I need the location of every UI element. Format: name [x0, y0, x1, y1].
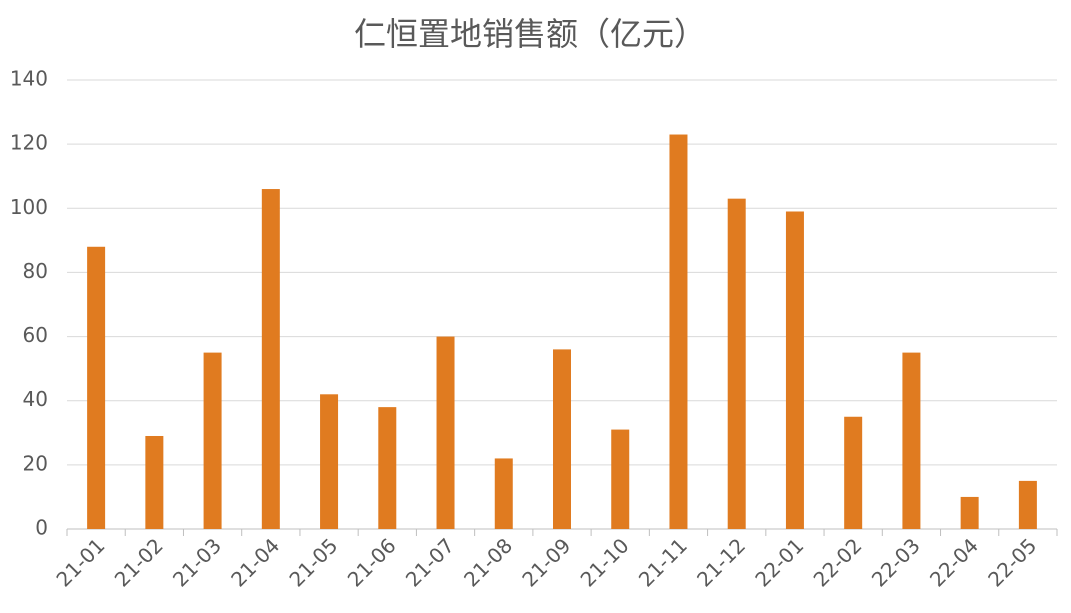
bar — [669, 134, 688, 529]
y-tick-label: 80 — [23, 259, 48, 283]
x-tick-label: 22-04 — [925, 533, 983, 591]
bar — [87, 246, 106, 529]
x-tick-label: 21-04 — [226, 533, 284, 591]
bar — [902, 352, 921, 529]
bar — [494, 458, 513, 529]
y-tick-label: 0 — [35, 516, 48, 540]
x-tick-label: 21-10 — [576, 533, 634, 591]
x-tick-label: 21-01 — [51, 533, 109, 591]
x-tick-label: 21-06 — [343, 533, 401, 591]
y-tick-label: 140 — [10, 67, 48, 91]
bar — [727, 198, 746, 529]
x-tick-label: 21-05 — [284, 533, 342, 591]
bar — [320, 394, 339, 529]
bar — [960, 496, 979, 529]
x-tick-label: 21-11 — [634, 533, 692, 591]
x-tick-label: 22-02 — [809, 533, 867, 591]
x-tick-label: 22-03 — [867, 533, 925, 591]
x-tick-label: 21-12 — [692, 533, 750, 591]
x-tick-label: 22-01 — [750, 533, 808, 591]
x-tick-label: 21-08 — [459, 533, 517, 591]
bar — [145, 435, 164, 529]
bar — [436, 336, 455, 529]
x-tick-label: 22-05 — [983, 533, 1041, 591]
y-tick-label: 60 — [23, 323, 48, 347]
y-tick-label: 40 — [23, 387, 48, 411]
chart-title: 仁恒置地销售额（亿元） — [354, 15, 706, 53]
x-tick-label: 21-07 — [401, 533, 459, 591]
x-tick-label: 21-03 — [168, 533, 226, 591]
x-tick-label: 21-02 — [110, 533, 168, 591]
bar — [611, 429, 630, 529]
bar — [553, 349, 571, 529]
bar — [378, 407, 397, 529]
y-tick-label: 100 — [10, 195, 48, 219]
bar — [1018, 480, 1037, 529]
y-tick-label: 120 — [10, 131, 48, 155]
bar — [844, 416, 863, 529]
bar — [785, 211, 804, 529]
bar — [261, 189, 280, 530]
x-tick-label: 21-09 — [517, 533, 575, 591]
bar — [203, 352, 222, 529]
y-tick-label: 20 — [23, 451, 48, 475]
